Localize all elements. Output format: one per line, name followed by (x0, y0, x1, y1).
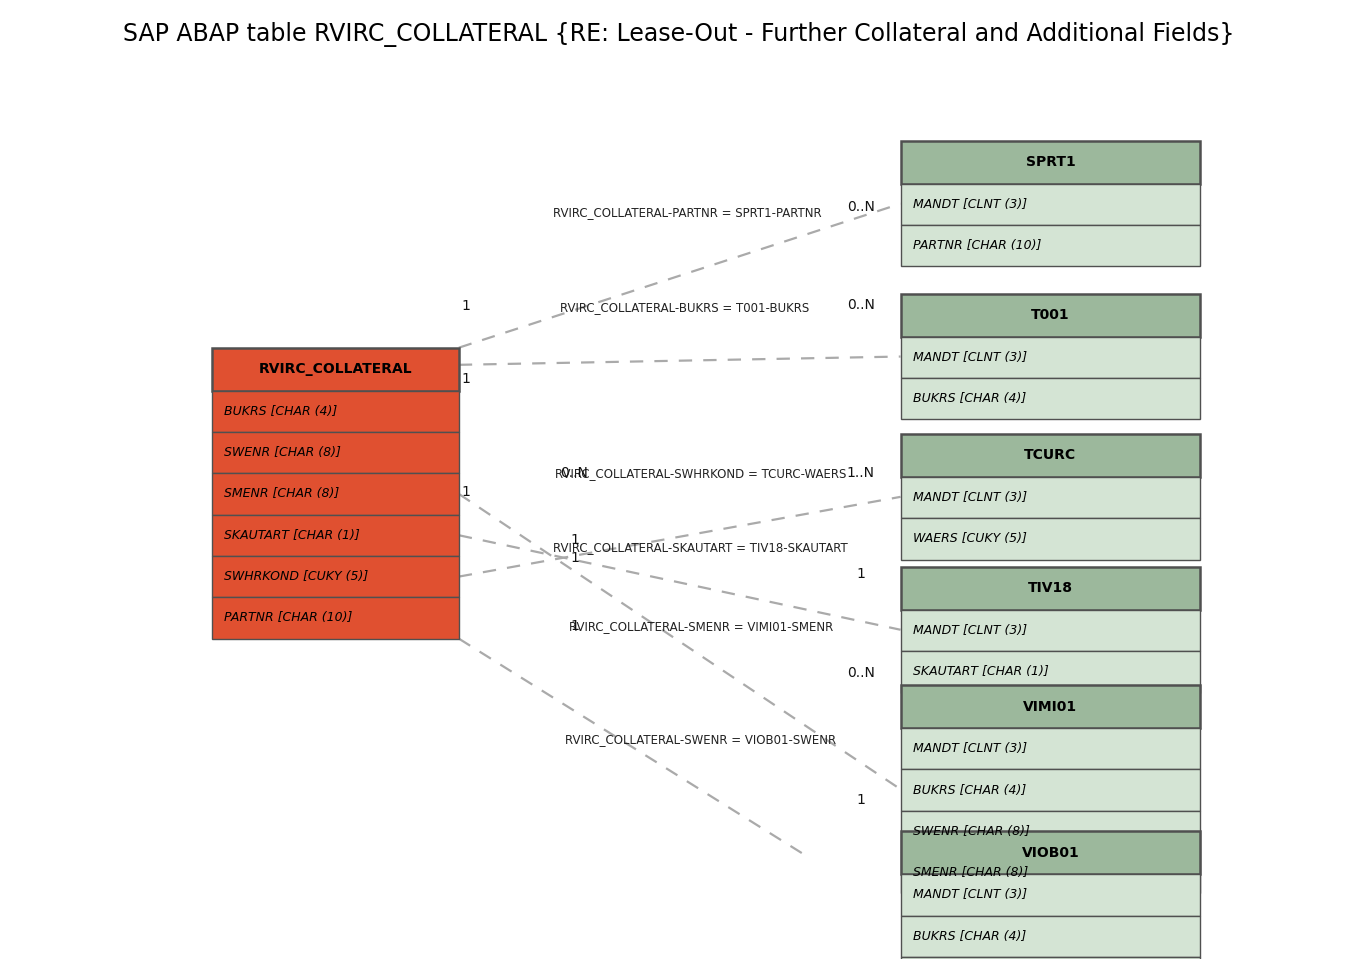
FancyBboxPatch shape (901, 477, 1200, 518)
Text: TCURC: TCURC (1025, 449, 1076, 462)
Text: VIOB01: VIOB01 (1022, 846, 1079, 860)
Text: SWENR [CHAR (8)]: SWENR [CHAR (8)] (224, 446, 341, 459)
Text: TIV18: TIV18 (1027, 581, 1073, 596)
FancyBboxPatch shape (212, 348, 459, 390)
FancyBboxPatch shape (901, 852, 1200, 894)
Text: RVIRC_COLLATERAL-SWHRKOND = TCURC-WAERS: RVIRC_COLLATERAL-SWHRKOND = TCURC-WAERS (555, 467, 847, 480)
Text: 1: 1 (570, 620, 579, 633)
Text: 1: 1 (570, 551, 579, 565)
FancyBboxPatch shape (901, 916, 1200, 957)
Text: SAP ABAP table RVIRC_COLLATERAL {RE: Lease-Out - Further Collateral and Addition: SAP ABAP table RVIRC_COLLATERAL {RE: Lea… (122, 22, 1235, 47)
FancyBboxPatch shape (212, 515, 459, 556)
Text: SMENR [CHAR (8)]: SMENR [CHAR (8)] (913, 866, 1029, 879)
FancyBboxPatch shape (901, 610, 1200, 651)
Text: MANDT [CLNT (3)]: MANDT [CLNT (3)] (913, 742, 1027, 755)
Text: VIMI01: VIMI01 (1023, 699, 1077, 713)
Text: RVIRC_COLLATERAL: RVIRC_COLLATERAL (258, 363, 413, 376)
Text: MANDT [CLNT (3)]: MANDT [CLNT (3)] (913, 888, 1027, 901)
FancyBboxPatch shape (901, 518, 1200, 560)
FancyBboxPatch shape (901, 225, 1200, 267)
Text: RVIRC_COLLATERAL-SWENR = VIOB01-SWENR: RVIRC_COLLATERAL-SWENR = VIOB01-SWENR (565, 733, 836, 745)
FancyBboxPatch shape (901, 567, 1200, 610)
Text: MANDT [CLNT (3)]: MANDT [CLNT (3)] (913, 198, 1027, 211)
FancyBboxPatch shape (901, 434, 1200, 477)
Text: T001: T001 (1031, 308, 1069, 322)
Text: MANDT [CLNT (3)]: MANDT [CLNT (3)] (913, 351, 1027, 363)
Text: SWHRKOND [CUKY (5)]: SWHRKOND [CUKY (5)] (224, 570, 369, 583)
FancyBboxPatch shape (901, 337, 1200, 378)
Text: BUKRS [CHAR (4)]: BUKRS [CHAR (4)] (913, 784, 1026, 797)
FancyBboxPatch shape (901, 728, 1200, 769)
FancyBboxPatch shape (901, 957, 1200, 959)
FancyBboxPatch shape (901, 831, 1200, 875)
Text: 1: 1 (856, 792, 864, 807)
Text: 0..N: 0..N (560, 466, 589, 480)
Text: RVIRC_COLLATERAL-SMENR = VIMI01-SMENR: RVIRC_COLLATERAL-SMENR = VIMI01-SMENR (569, 620, 833, 633)
Text: SWENR [CHAR (8)]: SWENR [CHAR (8)] (913, 825, 1030, 838)
Text: 1: 1 (461, 298, 471, 313)
FancyBboxPatch shape (901, 184, 1200, 225)
Text: 0..N: 0..N (847, 666, 874, 680)
Text: 1: 1 (461, 484, 471, 499)
Text: PARTNR [CHAR (10)]: PARTNR [CHAR (10)] (913, 240, 1042, 252)
FancyBboxPatch shape (901, 769, 1200, 810)
Text: 1: 1 (461, 372, 471, 386)
FancyBboxPatch shape (901, 810, 1200, 852)
Text: BUKRS [CHAR (4)]: BUKRS [CHAR (4)] (913, 392, 1026, 405)
FancyBboxPatch shape (901, 141, 1200, 184)
FancyBboxPatch shape (901, 293, 1200, 337)
Text: MANDT [CLNT (3)]: MANDT [CLNT (3)] (913, 624, 1027, 637)
Text: 0..N: 0..N (847, 298, 874, 312)
Text: RVIRC_COLLATERAL-SKAUTART = TIV18-SKAUTART: RVIRC_COLLATERAL-SKAUTART = TIV18-SKAUTA… (554, 541, 848, 553)
Text: RVIRC_COLLATERAL-BUKRS = T001-BUKRS: RVIRC_COLLATERAL-BUKRS = T001-BUKRS (560, 300, 810, 314)
Text: MANDT [CLNT (3)]: MANDT [CLNT (3)] (913, 491, 1027, 504)
Text: SKAUTART [CHAR (1)]: SKAUTART [CHAR (1)] (224, 528, 360, 542)
Text: 0..N: 0..N (847, 199, 874, 214)
Text: 1..N: 1..N (847, 466, 874, 480)
Text: SKAUTART [CHAR (1)]: SKAUTART [CHAR (1)] (913, 666, 1049, 678)
FancyBboxPatch shape (212, 432, 459, 473)
Text: WAERS [CUKY (5)]: WAERS [CUKY (5)] (913, 532, 1027, 546)
FancyBboxPatch shape (212, 390, 459, 432)
FancyBboxPatch shape (901, 651, 1200, 692)
Text: BUKRS [CHAR (4)]: BUKRS [CHAR (4)] (224, 405, 338, 418)
FancyBboxPatch shape (212, 556, 459, 597)
Text: SMENR [CHAR (8)]: SMENR [CHAR (8)] (224, 487, 339, 501)
FancyBboxPatch shape (212, 473, 459, 515)
Text: BUKRS [CHAR (4)]: BUKRS [CHAR (4)] (913, 929, 1026, 943)
Text: 1: 1 (856, 568, 864, 581)
Text: RVIRC_COLLATERAL-PARTNR = SPRT1-PARTNR: RVIRC_COLLATERAL-PARTNR = SPRT1-PARTNR (552, 206, 821, 219)
Text: SPRT1: SPRT1 (1026, 155, 1075, 170)
Text: PARTNR [CHAR (10)]: PARTNR [CHAR (10)] (224, 612, 353, 624)
Text: 1: 1 (570, 532, 579, 547)
FancyBboxPatch shape (212, 597, 459, 639)
FancyBboxPatch shape (901, 685, 1200, 728)
FancyBboxPatch shape (901, 378, 1200, 419)
FancyBboxPatch shape (901, 875, 1200, 916)
